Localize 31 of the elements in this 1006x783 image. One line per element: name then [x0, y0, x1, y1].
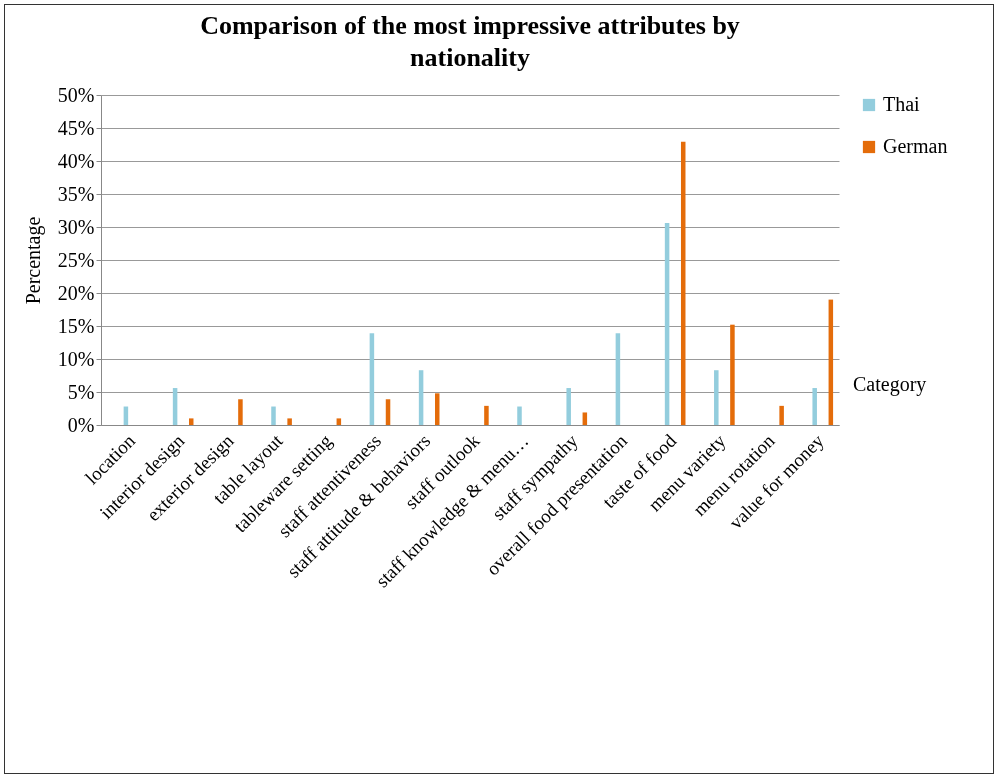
y-tick-label: 0%: [67, 413, 95, 436]
y-tick-label: 10%: [57, 347, 95, 370]
bar: [484, 405, 489, 425]
bar: [812, 388, 817, 425]
text: Category: [853, 373, 927, 396]
bar: [336, 418, 342, 425]
bar: [385, 399, 391, 425]
bar: [582, 412, 588, 425]
y-tick-label: 40%: [57, 149, 95, 172]
bar: [238, 399, 243, 425]
legend-label: German: [883, 135, 948, 157]
y-tick-label: 20%: [57, 281, 95, 304]
bar: [779, 405, 784, 425]
bar: [517, 406, 522, 425]
y-tick-label: 25%: [57, 248, 95, 271]
bar: [188, 418, 194, 425]
y-axis-title: Percentage: [21, 216, 45, 305]
y-tick-label: 30%: [57, 215, 95, 238]
y-tick-label: 5%: [67, 380, 95, 403]
bar: [566, 388, 571, 425]
bar: [271, 406, 276, 425]
y-tick-label: 45%: [57, 116, 95, 139]
y-tick-label: 15%: [57, 314, 95, 337]
y-tick-label: 35%: [57, 182, 95, 205]
y-tick-label: 50%: [57, 83, 95, 106]
bar: [714, 370, 719, 425]
bar: [434, 393, 440, 425]
bar: [730, 324, 735, 425]
legend-label: Thai: [883, 93, 921, 115]
bar: [287, 418, 292, 425]
chart-title: Comparison of the most impressive attributes by nationality: [200, 11, 740, 72]
